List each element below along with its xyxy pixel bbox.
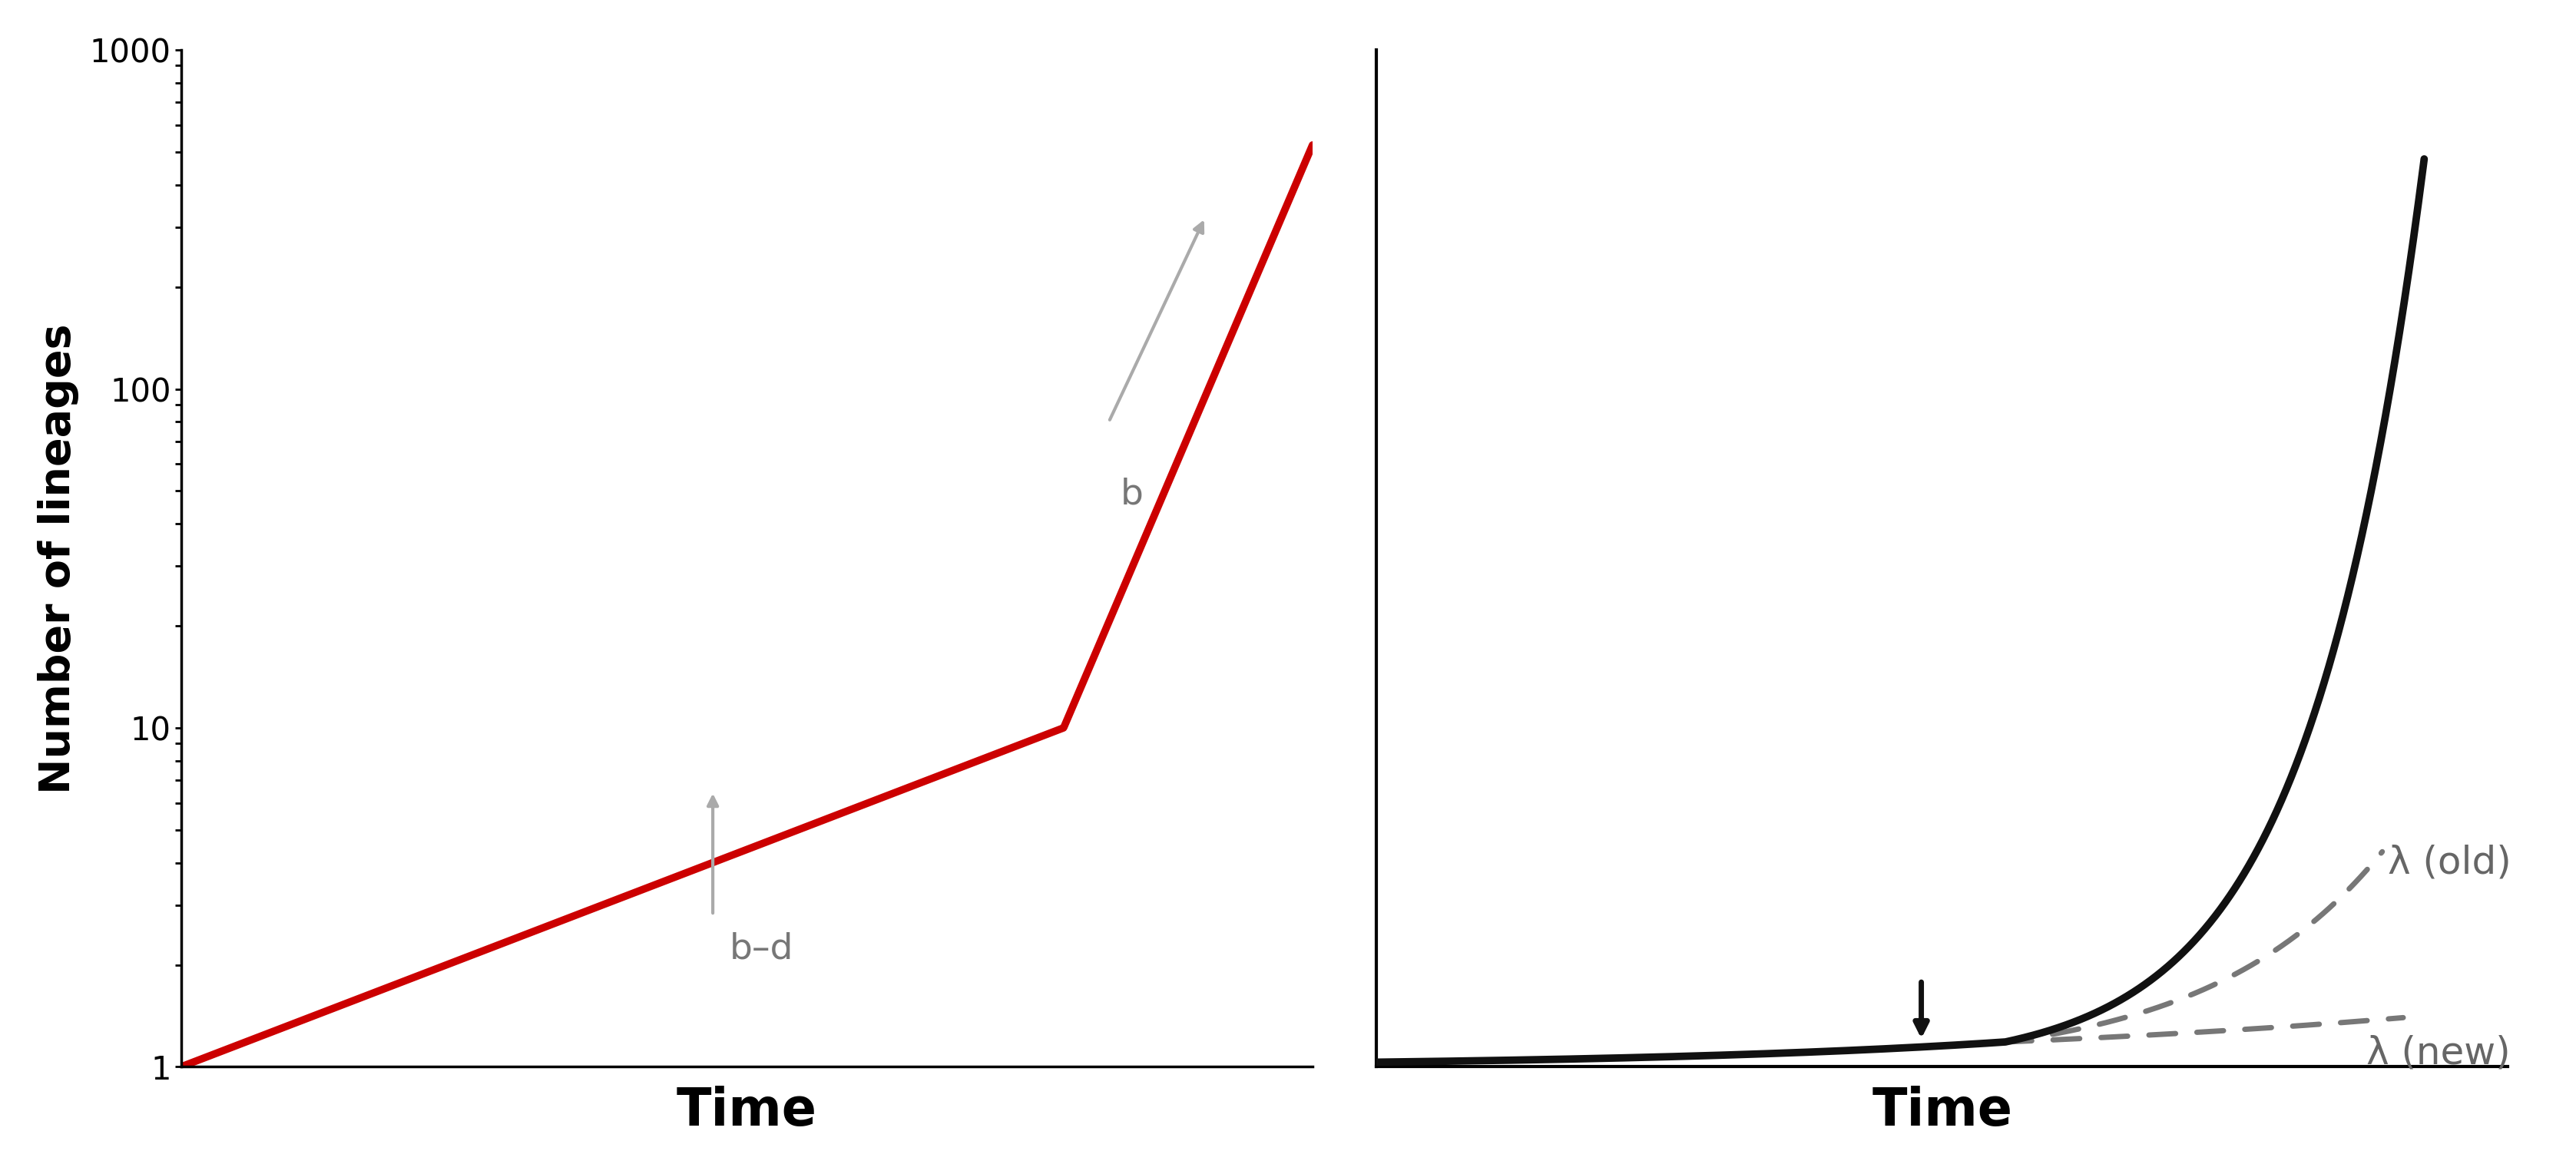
Text: b–d: b–d: [729, 932, 793, 966]
Text: λ (new): λ (new): [2367, 1034, 2512, 1072]
Y-axis label: Number of lineages: Number of lineages: [36, 323, 80, 794]
X-axis label: Time: Time: [1873, 1086, 2012, 1136]
X-axis label: Time: Time: [677, 1086, 817, 1136]
Text: b: b: [1121, 477, 1144, 512]
Text: λ (old): λ (old): [2388, 844, 2512, 880]
